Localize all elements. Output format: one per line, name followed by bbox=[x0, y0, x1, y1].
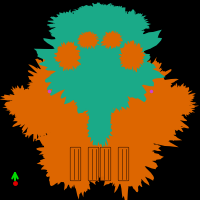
Polygon shape bbox=[77, 31, 100, 49]
FancyBboxPatch shape bbox=[100, 147, 111, 181]
Polygon shape bbox=[105, 80, 127, 112]
Polygon shape bbox=[36, 110, 111, 200]
Polygon shape bbox=[167, 99, 199, 117]
Polygon shape bbox=[72, 2, 131, 27]
Polygon shape bbox=[69, 7, 99, 25]
Polygon shape bbox=[97, 37, 152, 94]
Polygon shape bbox=[141, 84, 189, 143]
Polygon shape bbox=[119, 40, 146, 72]
Polygon shape bbox=[59, 5, 142, 51]
FancyBboxPatch shape bbox=[88, 147, 99, 181]
Polygon shape bbox=[2, 97, 35, 117]
Polygon shape bbox=[113, 9, 151, 39]
FancyBboxPatch shape bbox=[70, 147, 81, 181]
Polygon shape bbox=[34, 3, 166, 118]
Polygon shape bbox=[53, 41, 81, 71]
Polygon shape bbox=[87, 112, 164, 200]
Polygon shape bbox=[86, 103, 113, 149]
Polygon shape bbox=[26, 52, 91, 117]
Polygon shape bbox=[0, 84, 46, 117]
Polygon shape bbox=[66, 63, 131, 106]
Polygon shape bbox=[20, 83, 185, 164]
Polygon shape bbox=[102, 6, 130, 25]
Polygon shape bbox=[100, 30, 123, 49]
FancyBboxPatch shape bbox=[118, 147, 129, 181]
Polygon shape bbox=[47, 9, 88, 38]
Polygon shape bbox=[12, 86, 59, 142]
Polygon shape bbox=[111, 52, 179, 120]
Polygon shape bbox=[48, 36, 101, 95]
Polygon shape bbox=[154, 83, 197, 117]
Polygon shape bbox=[47, 6, 152, 83]
Polygon shape bbox=[81, 84, 118, 121]
Polygon shape bbox=[71, 79, 96, 111]
